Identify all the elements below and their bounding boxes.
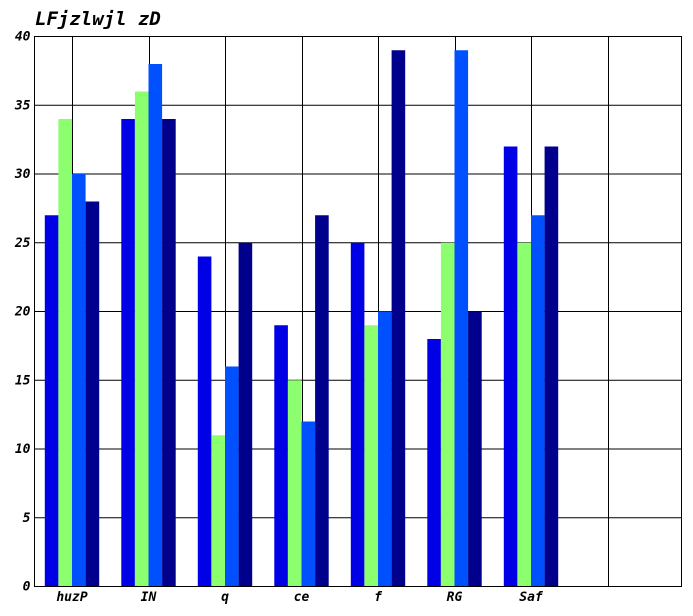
bar	[391, 50, 406, 587]
y-tick-label: 25	[14, 236, 31, 251]
bar	[85, 201, 100, 587]
bar	[225, 366, 239, 587]
y-tick-labels: 0 5 10 15 20 25 30 35 40	[14, 30, 31, 595]
bar	[364, 325, 378, 587]
x-tick-label: q	[221, 590, 229, 605]
x-tick-label: Saf	[519, 590, 544, 605]
bar	[274, 325, 288, 587]
bar	[454, 50, 469, 587]
bar	[238, 242, 253, 587]
bar	[531, 215, 545, 587]
bar	[350, 242, 365, 587]
x-tick-labels: huzP IN q ce f RG Saf	[56, 590, 544, 605]
bar	[468, 311, 482, 587]
bar	[58, 119, 72, 587]
bar	[287, 380, 302, 587]
bar	[121, 119, 135, 587]
bar	[315, 215, 329, 587]
bar	[517, 242, 531, 587]
bar	[440, 242, 455, 587]
y-tick-label: 0	[23, 580, 31, 595]
bar	[427, 339, 441, 587]
x-tick-label: IN	[141, 590, 157, 605]
bar	[162, 119, 176, 587]
y-tick-label: 10	[15, 442, 31, 457]
plot-frame	[34, 36, 682, 587]
y-tick-label: 20	[14, 305, 31, 320]
bar	[44, 215, 59, 587]
y-tick-label: 15	[15, 373, 31, 388]
bar	[72, 174, 86, 587]
y-tick-label: 35	[14, 98, 31, 113]
y-tick-label: 40	[15, 30, 31, 45]
x-tick-label: ce	[294, 590, 310, 605]
y-tick-label: 30	[14, 167, 31, 182]
bars	[44, 50, 559, 587]
x-tick-label: RG	[447, 590, 463, 605]
bar	[211, 435, 225, 587]
bar	[148, 64, 163, 587]
y-tick-label: 5	[23, 511, 31, 526]
bar	[197, 256, 212, 587]
x-tick-label: huzP	[56, 590, 87, 605]
bar	[544, 146, 559, 587]
bar	[301, 421, 316, 587]
chart-title: LFjzlwjl zD	[35, 8, 161, 30]
x-tick-label: f	[374, 590, 383, 605]
bar	[503, 146, 518, 587]
bar	[378, 311, 392, 587]
bar	[134, 91, 149, 587]
